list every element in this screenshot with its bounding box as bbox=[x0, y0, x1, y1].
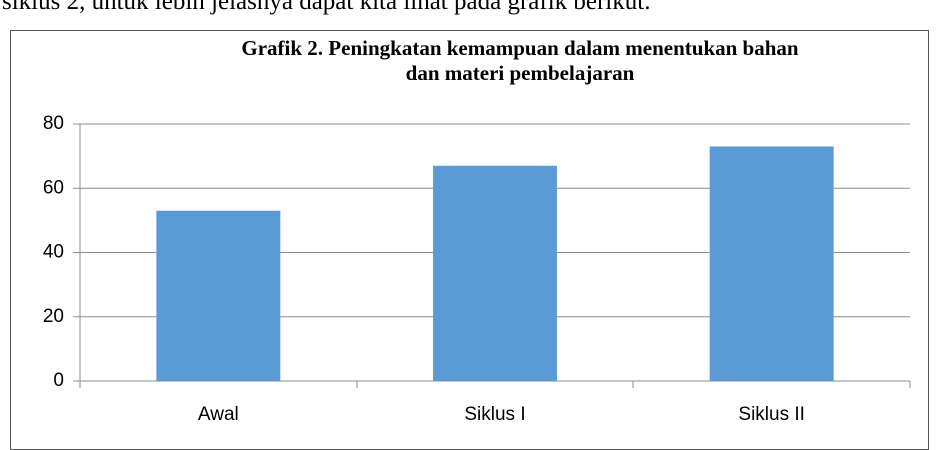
x-tick-label: Siklus II bbox=[738, 404, 805, 425]
bar bbox=[156, 210, 281, 381]
bar bbox=[709, 146, 834, 381]
intro-text: siklus 2, untuk lebih jelasnya dapat kit… bbox=[2, 0, 651, 15]
chart: 0 20 40 60 80 Awal Siklus I Siklus II bbox=[43, 113, 911, 425]
y-tick-label: 40 bbox=[43, 242, 64, 263]
chart-title: Grafik 2. Peningkatan kemampuan dalam me… bbox=[241, 36, 799, 85]
y-tick-label: 60 bbox=[43, 177, 64, 198]
bar bbox=[433, 165, 557, 381]
y-tick-label: 80 bbox=[43, 113, 64, 134]
x-tick-label: Siklus I bbox=[464, 404, 525, 425]
y-tick-label: 20 bbox=[43, 306, 64, 327]
x-tick-label: Awal bbox=[198, 404, 239, 425]
y-tick-label: 0 bbox=[53, 370, 64, 391]
